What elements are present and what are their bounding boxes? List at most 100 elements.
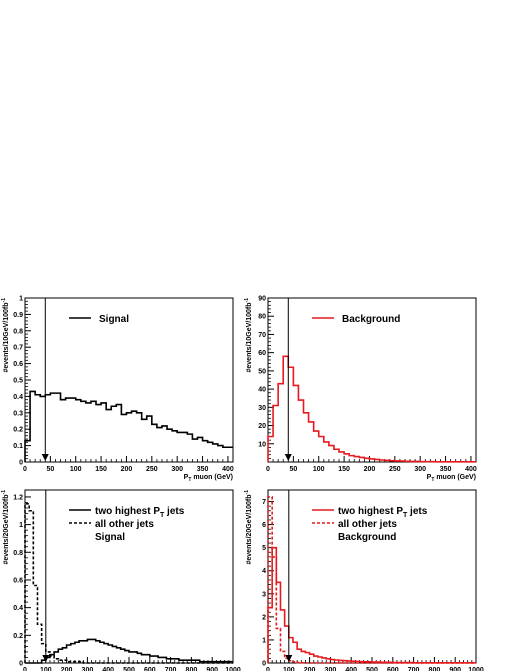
x-tick-label: 0	[266, 466, 270, 473]
x-tick-label: 250	[146, 466, 158, 473]
x-tick-label: 300	[82, 667, 94, 671]
x-axis-label: PT muon (GeV)	[427, 474, 476, 483]
x-tick-label: 700	[165, 667, 177, 671]
x-tick-label: 400	[465, 466, 477, 473]
x-tick-label: 100	[283, 667, 295, 671]
legend-label: Signal	[99, 314, 129, 325]
x-tick-label: 50	[289, 466, 297, 473]
y-tick-label: 90	[258, 296, 266, 303]
y-tick-label: 0.8	[13, 328, 23, 335]
x-tick-label: 350	[197, 466, 209, 473]
y-tick-label: 0.4	[13, 394, 23, 401]
x-tick-label: 500	[366, 667, 378, 671]
y-tick-label: 0.1	[13, 443, 23, 450]
y-tick-label: 60	[258, 350, 266, 357]
x-tick-label: 0	[23, 667, 27, 671]
y-tick-label: 30	[258, 405, 266, 412]
y-tick-label: 0.2	[13, 633, 23, 640]
y-tick-label: 0.4	[13, 605, 23, 612]
y-tick-label: 80	[258, 314, 266, 321]
x-tick-label: 300	[325, 667, 337, 671]
legend-label: two highest PT jets	[95, 506, 185, 519]
y-tick-label: 1	[19, 522, 23, 529]
y-axis-label: #events/10GeV/100fb-1	[244, 298, 253, 373]
cut-arrow	[42, 655, 50, 662]
series-line-solid	[267, 546, 476, 664]
y-tick-label: 5	[262, 545, 266, 552]
x-tick-label: 200	[364, 466, 376, 473]
y-tick-label: 0	[19, 460, 23, 467]
x-tick-label: 0	[23, 466, 27, 473]
plot-frame	[267, 297, 477, 463]
y-tick-label: 0.6	[13, 577, 23, 584]
x-tick-label: 900	[206, 667, 218, 671]
x-tick-label: 800	[186, 667, 198, 671]
x-tick-label: 400	[102, 667, 114, 671]
x-tick-label: 150	[338, 466, 350, 473]
legend-label: Background	[342, 314, 400, 325]
y-tick-label: 50	[258, 368, 266, 375]
x-tick-label: 150	[95, 466, 107, 473]
y-tick-label: 0.5	[13, 378, 23, 385]
y-tick-label: 0.3	[13, 410, 23, 417]
x-tick-label: 500	[123, 667, 135, 671]
x-tick-label: 400	[345, 667, 357, 671]
series-line-solid	[24, 390, 233, 462]
x-axis-label: PT muon (GeV)	[184, 474, 233, 483]
y-tick-label: 0	[262, 661, 266, 668]
series-line-solid	[267, 355, 476, 463]
x-tick-label: 100	[40, 667, 52, 671]
chart-panel-top-right: 10 20 30 40 50 60 70 80 90 0 50 100 150 200 250 300 350 4…	[244, 296, 477, 484]
x-tick-label: 700	[408, 667, 420, 671]
chart-panel-bottom-right: 0 1 2 3 4 5 6 7 0 100 200 300 400 500 600 700 800 900 1000…	[244, 489, 484, 671]
y-tick-label: 6	[262, 522, 266, 529]
x-tick-label: 0	[266, 667, 270, 671]
y-tick-label: 0.2	[13, 427, 23, 434]
x-tick-label: 1000	[225, 667, 241, 671]
y-tick-label: 0	[19, 661, 23, 668]
legend-label: Signal	[95, 532, 125, 543]
y-tick-label: 1.2	[13, 494, 23, 501]
y-tick-label: 0.7	[13, 345, 23, 352]
cut-arrow	[41, 454, 49, 461]
y-tick-label: 1	[262, 637, 266, 644]
x-tick-label: 50	[46, 466, 54, 473]
x-tick-label: 300	[414, 466, 426, 473]
x-tick-label: 1000	[468, 667, 484, 671]
x-tick-label: 800	[429, 667, 441, 671]
x-tick-label: 600	[387, 667, 399, 671]
x-tick-label: 100	[70, 466, 82, 473]
y-tick-label: 1	[19, 296, 23, 303]
legend-label: two highest PT jets	[338, 506, 428, 519]
y-tick-label: 2	[262, 614, 266, 621]
x-tick-label: 200	[304, 667, 316, 671]
y-axis-label: #events/20GeV/100fb-1	[1, 490, 10, 565]
legend-label: Background	[338, 532, 396, 543]
chart-panel-bottom-left: 0 0.2 0.4 0.6 0.8 1 1.2 0 100 200 300 400 500 600 700 8…	[1, 489, 241, 671]
series-line-dashed	[267, 496, 476, 664]
y-axis-label: #events/20GeV/100fb-1	[244, 490, 253, 565]
x-tick-label: 200	[61, 667, 73, 671]
y-tick-label: 70	[258, 332, 266, 339]
y-tick-label: 10	[258, 441, 266, 448]
y-tick-label: 4	[262, 568, 266, 575]
y-tick-label: 3	[262, 591, 266, 598]
cut-arrow	[284, 454, 292, 461]
x-tick-label: 400	[222, 466, 234, 473]
x-tick-label: 300	[171, 466, 183, 473]
x-tick-label: 200	[121, 466, 133, 473]
x-tick-label: 100	[313, 466, 325, 473]
y-tick-label: 0.9	[13, 312, 23, 319]
cut-arrow	[285, 655, 293, 662]
legend-label: all other jets	[95, 519, 154, 530]
y-tick-label: 40	[258, 387, 266, 394]
chart-panel-top-left: 0 0.1 0.2 0.3 0.4 0.5 0.6 0.7 0.8 0.9 1 0 50 100 150 20…	[1, 296, 234, 484]
x-tick-label: 900	[449, 667, 461, 671]
y-tick-label: 7	[262, 499, 266, 506]
legend-label: all other jets	[338, 519, 397, 530]
y-tick-label: 0.6	[13, 361, 23, 368]
x-tick-label: 250	[389, 466, 401, 473]
y-tick-label: 20	[258, 423, 266, 430]
x-tick-label: 350	[440, 466, 452, 473]
series-line-solid	[25, 638, 233, 664]
